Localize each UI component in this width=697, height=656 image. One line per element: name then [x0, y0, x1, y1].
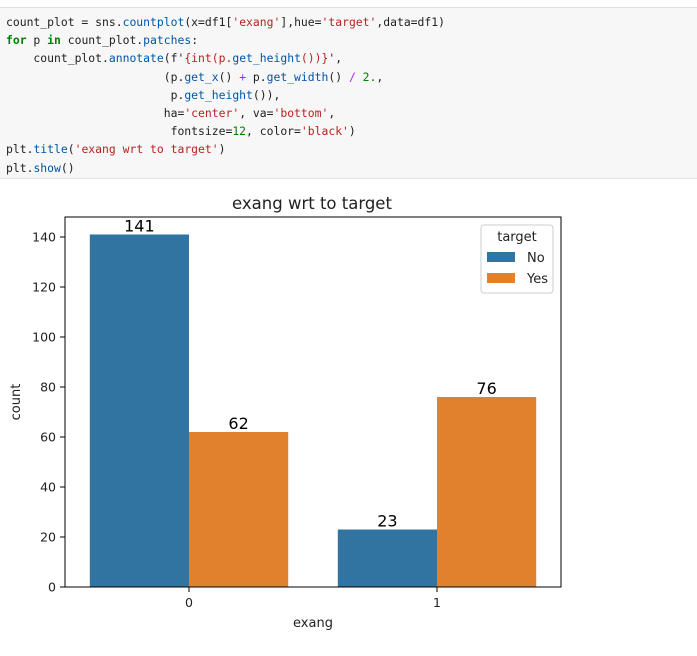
- chart-title: exang wrt to target: [232, 194, 392, 213]
- x-axis-label: exang: [293, 616, 333, 631]
- y-tick-label: 80: [40, 380, 56, 395]
- code-line: for p in count_plot.patches:: [6, 31, 445, 49]
- legend-swatch-no: [487, 252, 515, 262]
- bar-yes-exang-1: [437, 397, 537, 587]
- code-token: count_plot.: [6, 51, 109, 66]
- y-tick-label: 0: [48, 580, 56, 595]
- code-token: , color=: [246, 124, 301, 139]
- code-token: , va=: [239, 106, 274, 121]
- code-token: [356, 70, 363, 84]
- code-token: 'target': [321, 15, 377, 29]
- output-area: exang wrt to target 141 23 62 76 0 20 40 60 80 1…: [0, 180, 697, 652]
- code-token: (): [218, 69, 240, 84]
- bar-yes-exang-0: [189, 432, 289, 587]
- code-token: count_plot = sns.: [6, 15, 123, 29]
- code-token: get_height: [232, 51, 301, 66]
- countplot-chart: exang wrt to target 141 23 62 76 0 20 40 60 80 1…: [9, 194, 562, 631]
- code-editor[interactable]: count_plot = sns.countplot(x=df1['exang'…: [6, 13, 445, 177]
- code-token: patches: [143, 33, 192, 48]
- x-tick-label: 0: [185, 595, 193, 610]
- code-token: p.: [6, 87, 185, 102]
- code-token: 12: [232, 124, 247, 139]
- data-label: 62: [228, 414, 248, 433]
- code-token: p: [26, 33, 48, 48]
- code-token: get_height: [184, 87, 253, 102]
- y-tick-label: 20: [40, 530, 56, 545]
- bar-no-exang-0: [89, 234, 189, 587]
- code-token: /: [348, 69, 356, 84]
- y-tick-label: 40: [40, 480, 56, 495]
- code-token: fontsize=: [6, 124, 233, 139]
- code-token: ',: [328, 51, 343, 66]
- code-line: (p.get_x() + p.get_width() / 2.,: [6, 68, 445, 86]
- code-token: plt.: [6, 160, 34, 175]
- code-token: count_plot.: [60, 33, 144, 48]
- code-token: :: [191, 33, 199, 48]
- bar-no-exang-1: [337, 529, 437, 587]
- data-label: 76: [476, 379, 496, 398]
- y-axis-label: count: [9, 384, 24, 421]
- code-token: ())}: [300, 51, 329, 66]
- code-token: ,: [376, 69, 384, 84]
- code-line: ha='center', va='bottom',: [6, 104, 445, 122]
- code-token: ): [348, 124, 356, 139]
- y-tick-label: 120: [32, 280, 56, 295]
- code-token: show: [33, 160, 61, 175]
- code-token: ],hue=: [280, 15, 322, 29]
- x-tick-label: 1: [433, 595, 441, 610]
- code-token: ()),: [252, 87, 281, 102]
- code-token: 'exang wrt to target': [74, 142, 219, 157]
- code-token: p.: [246, 69, 267, 84]
- legend-swatch-yes: [487, 273, 515, 283]
- code-token: 2.: [362, 69, 377, 84]
- data-labels-layer: 141 23 62 76: [124, 217, 497, 531]
- code-token: 'exang': [232, 15, 281, 29]
- code-token: ,data=df1): [376, 15, 445, 29]
- data-label: 23: [377, 512, 397, 531]
- code-token: (): [60, 160, 75, 175]
- code-line: plt.title('exang wrt to target'): [6, 140, 445, 158]
- code-line: fontsize=12, color='black'): [6, 122, 445, 140]
- code-line: p.get_height()),: [6, 86, 445, 104]
- code-token: {int(p.: [184, 51, 233, 66]
- y-tick-label: 140: [32, 230, 56, 245]
- code-token: +: [239, 69, 247, 84]
- legend: target No Yes: [480, 224, 554, 294]
- code-token: title: [33, 142, 68, 157]
- code-token: 'center': [184, 106, 240, 121]
- code-cell[interactable]: count_plot = sns.countplot(x=df1['exang'…: [0, 7, 697, 179]
- code-token: (: [67, 142, 75, 157]
- code-token: (p.: [6, 69, 185, 84]
- code-token: ,: [328, 106, 336, 121]
- code-token: annotate: [108, 51, 164, 66]
- code-line: count_plot.annotate(f'{int(p.get_height(…: [6, 49, 445, 67]
- code-token: 'black': [300, 124, 349, 139]
- code-token: countplot: [122, 15, 185, 29]
- legend-label-yes: Yes: [526, 272, 548, 287]
- bars-layer: [89, 234, 537, 587]
- data-label: 141: [124, 217, 155, 236]
- code-token: (x=df1[: [184, 15, 233, 29]
- y-tick-label: 60: [40, 430, 56, 445]
- code-token: ): [218, 142, 226, 157]
- code-token: 'bottom': [273, 106, 329, 121]
- code-line: plt.show(): [6, 159, 445, 177]
- code-token: ha=: [6, 106, 185, 121]
- code-token: for: [6, 33, 27, 48]
- legend-title: target: [497, 230, 537, 245]
- code-token: get_x: [184, 69, 219, 84]
- code-line: count_plot = sns.countplot(x=df1['exang'…: [6, 13, 445, 31]
- plot-frame: [64, 216, 562, 588]
- code-token: (f': [163, 51, 185, 66]
- code-token: in: [47, 33, 61, 48]
- legend-label-no: No: [527, 251, 545, 266]
- code-token: plt.: [6, 142, 34, 157]
- y-tick-label: 100: [32, 330, 56, 345]
- y-axis: 0 20 40 60 80 100 120 140: [32, 230, 65, 595]
- code-token: (): [328, 69, 349, 84]
- code-token: get_width: [266, 69, 329, 84]
